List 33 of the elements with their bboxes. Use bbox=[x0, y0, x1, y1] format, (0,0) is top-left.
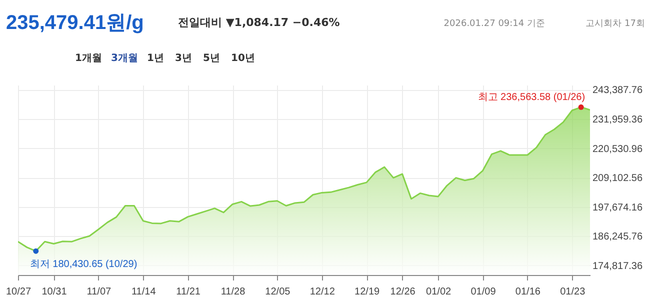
x-tick-label: 12/26 bbox=[390, 286, 416, 298]
data-label: 최고 236,563.58 (01/26) bbox=[478, 92, 586, 104]
text: 5년 bbox=[203, 53, 220, 64]
x-tick-label: 12/19 bbox=[354, 286, 380, 298]
x-tick-label: 11/28 bbox=[220, 286, 246, 298]
x-tick-label: 10/31 bbox=[42, 286, 68, 298]
text: 1개월 bbox=[75, 53, 102, 64]
y-tick-label: 220,530.96 bbox=[592, 144, 643, 155]
y-tick-label: 174,817.36 bbox=[592, 260, 643, 272]
y-tick-label: 231,959.36 bbox=[592, 114, 643, 126]
text: 3년 bbox=[175, 53, 192, 64]
chart-title: 235,479.41원/g bbox=[6, 12, 144, 34]
text: 10년 bbox=[231, 53, 255, 64]
x-tick-label: 11/14 bbox=[131, 286, 156, 298]
x-tick-label: 01/02 bbox=[426, 286, 452, 298]
y-tick-label: 186,245.76 bbox=[592, 232, 643, 243]
x-tick-label: 01/16 bbox=[515, 286, 541, 298]
y-tick-label: 197,674.16 bbox=[592, 202, 643, 214]
x-tick-label: 12/12 bbox=[310, 286, 336, 298]
text: 3개월 bbox=[111, 53, 138, 64]
x-tick-label: 10/27 bbox=[6, 286, 32, 298]
x-tick-label: 01/23 bbox=[560, 286, 586, 298]
chart-subtitle: 전일대비 ▼1,084.17 −0.46% bbox=[178, 16, 340, 29]
x-tick-label: 11/21 bbox=[176, 286, 201, 298]
text: 1년 bbox=[147, 53, 164, 64]
text: 고시회차 17회 bbox=[586, 19, 645, 29]
x-tick-label: 12/05 bbox=[265, 286, 291, 298]
text: 2026.01.27 09:14 기준 bbox=[444, 19, 545, 29]
y-tick-label: 243,387.76 bbox=[592, 85, 643, 96]
x-tick-label: 11/07 bbox=[86, 286, 112, 298]
x-tick-label: 01/09 bbox=[470, 286, 496, 298]
data-label: 최저 180,430.65 (10/29) bbox=[30, 259, 138, 270]
y-tick-label: 209,102.56 bbox=[592, 173, 643, 184]
